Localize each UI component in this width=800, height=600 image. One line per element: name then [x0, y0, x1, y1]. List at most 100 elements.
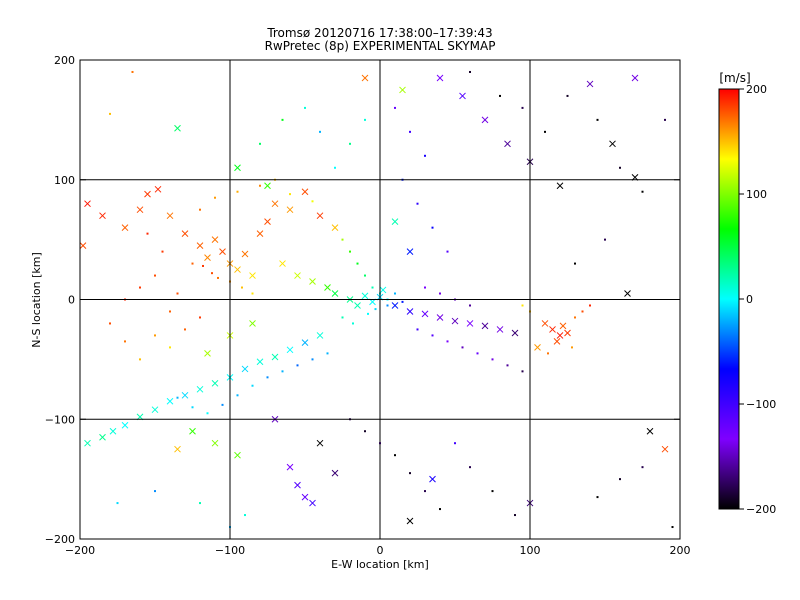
colorbar: [718, 88, 740, 510]
data-point-cross: [436, 314, 444, 321]
data-point-cross: [556, 182, 564, 190]
data-point: [461, 346, 464, 349]
data-point-cross: [451, 317, 459, 325]
data-point: [139, 358, 141, 361]
data-point: [169, 310, 171, 313]
data-point-cross: [271, 353, 279, 361]
data-point-cross: [204, 254, 211, 261]
data-point-cross: [234, 451, 241, 459]
data-point: [154, 490, 156, 493]
data-point-cross: [211, 439, 219, 447]
data-point-cross: [121, 421, 129, 429]
data-point: [334, 166, 336, 169]
data-point-cross: [331, 469, 339, 477]
y-tick-label: −100: [45, 413, 75, 426]
data-point: [491, 490, 494, 493]
data-point-cross: [361, 292, 369, 300]
data-point: [439, 292, 441, 295]
data-point: [596, 118, 599, 121]
data-point-cross: [391, 218, 399, 226]
data-point: [664, 118, 666, 121]
data-point-cross: [256, 230, 264, 237]
x-tick-label: 100: [520, 544, 541, 557]
data-point-cross: [294, 481, 301, 489]
data-point-cross: [504, 140, 511, 148]
data-point: [244, 514, 246, 517]
data-point-cross: [309, 278, 316, 285]
data-point-cross: [496, 326, 504, 333]
x-tick-label: −200: [65, 544, 95, 557]
data-point: [424, 490, 426, 493]
data-point-cross: [316, 439, 324, 447]
data-point: [431, 334, 434, 337]
data-point: [521, 106, 524, 109]
data-point: [221, 403, 224, 406]
data-point-cross: [249, 320, 256, 327]
data-point-cross: [144, 190, 151, 198]
data-point: [356, 262, 359, 265]
data-point: [109, 322, 111, 325]
data-point: [431, 226, 434, 229]
data-point: [641, 466, 644, 469]
data-point: [202, 264, 204, 267]
data-point-cross: [354, 302, 361, 309]
data-point-cross: [286, 463, 294, 471]
data-point-cross: [84, 200, 91, 208]
data-point-cross: [301, 188, 309, 196]
data-point-cross: [84, 439, 91, 447]
data-point: [596, 496, 599, 499]
data-point: [146, 232, 149, 235]
data-point-cross: [174, 124, 181, 132]
data-point: [109, 112, 111, 115]
colorbar-tick-label: −100: [746, 398, 776, 411]
data-point: [199, 208, 201, 211]
data-point: [199, 502, 201, 505]
data-point: [281, 118, 284, 121]
data-point: [191, 406, 194, 409]
data-point: [604, 238, 606, 241]
data-point-cross: [556, 332, 564, 339]
data-point-cross: [136, 206, 144, 214]
data-points: [79, 70, 674, 529]
data-point: [281, 370, 284, 373]
data-point-cross: [241, 365, 249, 373]
data-point-cross: [406, 308, 414, 315]
data-point: [176, 292, 179, 295]
data-point-cross: [301, 339, 309, 346]
data-point: [217, 276, 219, 279]
data-point-cross: [646, 427, 654, 435]
data-point: [424, 286, 426, 289]
data-point: [341, 238, 344, 241]
data-point: [116, 502, 119, 505]
data-point: [469, 70, 471, 73]
data-point: [547, 352, 549, 355]
data-point: [386, 304, 389, 307]
data-point: [394, 454, 396, 457]
data-point-cross: [316, 212, 324, 220]
data-point-cross: [391, 302, 399, 309]
data-point-cross: [316, 332, 324, 339]
data-point-cross: [264, 182, 271, 190]
y-axis: −200 −100 0 100 200: [45, 54, 680, 546]
data-point: [341, 316, 344, 319]
data-point: [544, 130, 546, 133]
data-point: [446, 250, 449, 253]
data-point-cross: [109, 427, 117, 435]
colorbar-ticks: −200 −100 0 100 200: [739, 83, 776, 516]
data-point: [401, 300, 404, 303]
data-point: [176, 396, 179, 399]
data-point-cross: [99, 433, 106, 441]
chart-subtitle: RwPretec (8p) EXPERIMENTAL SKYMAP: [265, 39, 496, 53]
data-point: [289, 193, 291, 196]
data-point: [571, 346, 573, 349]
data-point-cross: [624, 290, 631, 297]
data-point-cross: [534, 344, 541, 351]
data-point-cross: [553, 338, 561, 345]
x-axis: −200 −100 0 100 200: [65, 60, 691, 557]
data-point: [304, 106, 306, 109]
data-point: [641, 190, 644, 193]
data-point: [506, 364, 509, 367]
data-point-cross: [511, 329, 519, 337]
data-point-cross: [459, 92, 466, 100]
